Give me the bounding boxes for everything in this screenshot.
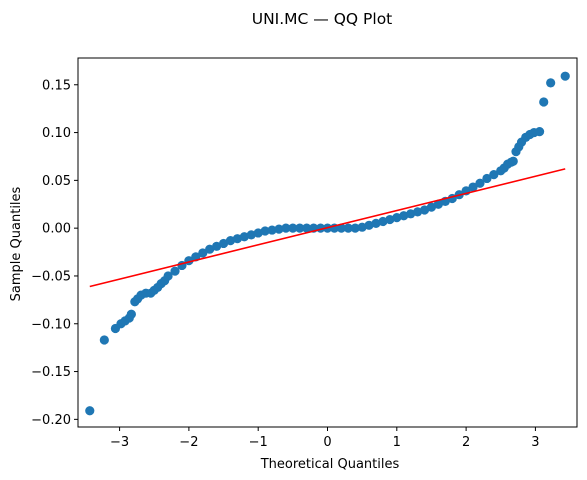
sample-point (412, 207, 423, 217)
sample-point (546, 78, 556, 88)
sample-point (232, 234, 243, 244)
x-tick-label: −2 (179, 435, 198, 450)
sample-point (419, 205, 430, 215)
x-tick-label: 1 (393, 435, 401, 450)
sample-point (170, 266, 180, 276)
x-tick-label: 3 (531, 435, 539, 450)
sample-point (246, 230, 256, 240)
sample-point (482, 173, 492, 184)
sample-point (343, 223, 353, 233)
sample-point (475, 178, 485, 188)
sample-point (85, 406, 95, 416)
sample-point (198, 248, 208, 258)
sample-point (489, 170, 499, 180)
sample-point (126, 309, 136, 319)
chart-title: UNI.MC — QQ Plot (252, 10, 393, 28)
sample-point (433, 199, 443, 209)
reference-line (89, 168, 566, 288)
sample-point (508, 156, 518, 166)
x-axis-label: Theoretical Quantiles (260, 457, 400, 472)
sample-point (212, 241, 222, 251)
sample-point (392, 213, 402, 223)
sample-point (295, 223, 305, 233)
plot-area (85, 71, 570, 416)
sample-point (225, 235, 236, 246)
sample-point (253, 228, 263, 238)
y-axis: −0.20 −0.15 −0.10 −0.05 0.00 0.05 0.10 0.15 (31, 78, 78, 428)
y-axis-label: Sample Quantiles (9, 186, 24, 301)
sample-point (534, 127, 545, 137)
x-tick-label: −1 (249, 435, 268, 450)
sample-point (267, 225, 277, 235)
y-tick-label: 0.00 (42, 222, 71, 237)
sample-point (468, 182, 478, 192)
sample-point (302, 223, 312, 233)
sample-point (399, 211, 409, 221)
sample-point (281, 223, 291, 233)
sample-point (288, 223, 298, 233)
sample-point (99, 335, 109, 345)
sample-point (378, 216, 388, 227)
x-tick-label: 2 (462, 435, 470, 450)
sample-point (205, 244, 215, 254)
y-tick-label: 0.05 (42, 174, 71, 189)
sample-point (336, 223, 346, 233)
sample-point (350, 223, 360, 233)
sample-point (239, 232, 249, 242)
sample-point (163, 271, 173, 281)
y-tick-label: 0.15 (42, 78, 71, 93)
sample-point (364, 220, 374, 230)
x-tick-label: 0 (323, 435, 331, 450)
y-tick-label: −0.15 (31, 365, 71, 380)
y-tick-label: −0.10 (31, 317, 71, 332)
sample-point (218, 238, 229, 249)
sample-point (426, 202, 437, 212)
sample-point (260, 226, 270, 236)
x-tick-label: −3 (110, 435, 129, 450)
y-tick-label: −0.05 (31, 269, 71, 284)
y-tick-label: −0.20 (31, 413, 71, 428)
x-axis: −3 −2 −1 0 1 2 3 (110, 427, 540, 450)
sample-point (560, 71, 570, 81)
sample-point (539, 97, 549, 107)
axes-frame (77, 57, 578, 428)
sample-point (385, 214, 395, 225)
sample-point (274, 224, 284, 234)
y-tick-label: 0.10 (42, 126, 71, 141)
sample-point (357, 222, 367, 232)
sample-point (371, 218, 381, 228)
sample-point (406, 209, 416, 219)
